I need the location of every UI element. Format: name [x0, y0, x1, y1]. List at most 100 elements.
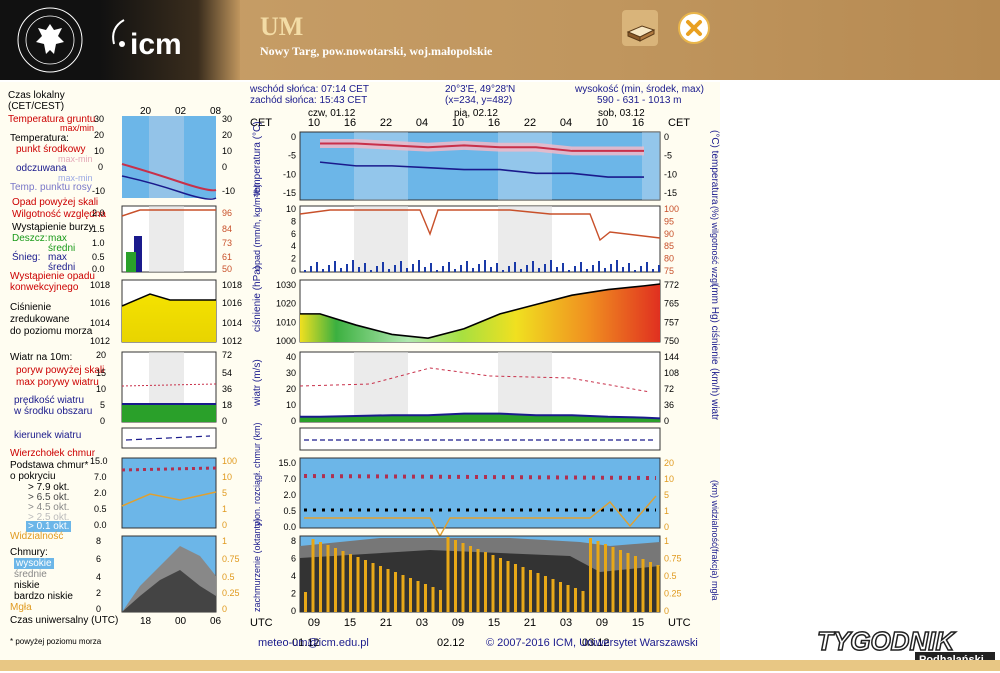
fog-bar — [611, 547, 615, 612]
close-icon — [678, 12, 710, 44]
precip-bar — [394, 265, 396, 272]
wind-l-3: 20 — [286, 384, 296, 394]
main-meteogram: CET CET czw, 01.12 pią, 02.12 sob, 03.12… — [250, 108, 720, 626]
temp-r-2: -5 — [664, 151, 672, 161]
cc-r-5: 0 — [664, 606, 669, 616]
mini-precip-r-3: 73 — [222, 238, 232, 248]
legend-snow-avg: średni — [48, 262, 76, 273]
precip-l-5: 2 — [291, 254, 296, 264]
mini-press-r-1: 1018 — [222, 280, 242, 290]
legend-perceived: odczuwana — [16, 163, 67, 174]
mini-precip-r-4: 61 — [222, 252, 232, 262]
precip-bar — [646, 262, 648, 272]
fog-bar — [304, 592, 307, 612]
main-hour-bottom-9: 09 — [596, 617, 608, 626]
precip-bar — [424, 267, 426, 272]
mini-press-r-4: 1012 — [222, 336, 242, 346]
sunset-text: zachód słońca: 15:43 CET — [250, 95, 368, 106]
mini-wind-l-4: 5 — [100, 400, 105, 410]
mini-cc-l-5: 0 — [96, 604, 101, 614]
save-button[interactable] — [622, 10, 658, 46]
precip-label-left: opad (mm/h, kg/m²/h) — [252, 184, 262, 270]
legend-precip-above: Opad powyżej skali — [12, 197, 99, 208]
legend-okt-01: > 0.1 okt. — [26, 521, 72, 532]
main-day-bottom-3: 03.12 — [582, 637, 610, 649]
main-hour-bottom-10: 15 — [632, 617, 644, 626]
precip-bar — [592, 265, 594, 272]
precip-r-4: 85 — [664, 241, 674, 251]
main-hour-bottom-2: 15 — [344, 617, 356, 626]
mini-temp-l-2: 20 — [94, 130, 104, 140]
fog-bar — [334, 548, 337, 612]
wind-r-1: 144 — [664, 352, 679, 362]
legend-max-min-2: max-min — [58, 173, 93, 183]
cb-label-right: (km) widzialność — [710, 480, 720, 547]
fog-bar — [521, 567, 525, 612]
fog-bar — [326, 545, 330, 612]
legend-wind-at: Wiatr na 10m: — [10, 352, 73, 363]
mini-hour-top-1: 20 — [140, 106, 152, 117]
legend-snow-max: max — [48, 252, 67, 263]
mini-wind-l-1: 20 — [96, 350, 106, 360]
precip-bar — [364, 263, 366, 272]
temp-l-1: 0 — [291, 132, 296, 142]
wind-l-1: 40 — [286, 352, 296, 362]
main-day-top-3: sob, 03.12 — [598, 108, 645, 119]
app-title: UM — [260, 12, 304, 41]
fog-bar — [461, 543, 465, 612]
wind-r-3: 72 — [664, 384, 674, 394]
precip-bar — [526, 265, 528, 272]
temp-r-3: -10 — [664, 169, 677, 179]
legend-okt-45: > 4.5 okt. — [28, 502, 70, 513]
precip-bar — [340, 268, 342, 272]
precip-bar — [466, 261, 468, 272]
mini-cb-r-2: 10 — [222, 472, 232, 482]
mini-precip-l-4: 0.5 — [92, 252, 105, 262]
icm-logo: icm — [100, 0, 240, 80]
close-button[interactable] — [676, 10, 712, 46]
legend-pressure: Ciśnienie — [10, 302, 52, 313]
fog-bar — [649, 562, 652, 612]
mini-temp-l-4: 0 — [98, 162, 103, 172]
precip-l-4: 4 — [291, 241, 296, 251]
mini-press-r-3: 1014 — [222, 318, 242, 328]
fog-bar — [491, 555, 495, 612]
mini-hour-top-3: 08 — [210, 106, 222, 117]
press-l-2: 1020 — [276, 299, 296, 309]
legend-mid-point: punkt środkowy — [16, 144, 86, 155]
precip-bar — [418, 260, 420, 272]
mini-temp-l-1: 30 — [94, 114, 104, 124]
mini-temp-r-3: 10 — [222, 146, 232, 156]
fog-bar — [371, 563, 375, 612]
fog-bar — [506, 561, 510, 612]
legend-okt-25: > 2.5 okt. — [28, 512, 70, 523]
precip-bar — [436, 270, 438, 272]
fog-bar — [551, 579, 555, 612]
press-l-3: 1010 — [276, 317, 296, 327]
eagle-emblem-icon — [17, 7, 83, 73]
mini-cc-r-3: 0.5 — [222, 572, 235, 582]
fog-bar — [484, 552, 487, 612]
legend-storm: Wystąpienie burzy — [12, 222, 94, 233]
legend-local-time: Czas lokalny — [8, 90, 65, 101]
legend-wind-speed: prędkość wiatru — [14, 395, 85, 406]
precip-bar — [472, 268, 474, 272]
precip-bar — [562, 263, 564, 272]
main-hour-top-4: 04 — [416, 117, 428, 129]
precip-bar — [400, 261, 402, 272]
mini-cb-r-3: 5 — [222, 488, 227, 498]
wind-l-5: 0 — [291, 416, 296, 426]
mini-cc-r-4: 0.25 — [222, 588, 240, 598]
legend-mid: średnie — [14, 569, 47, 580]
legend-clouds: Chmury: — [10, 547, 48, 558]
main-hour-top-9: 10 — [596, 117, 608, 129]
footer-email[interactable]: meteo-um@icm.edu.pl — [258, 637, 369, 649]
precip-bar — [448, 262, 450, 272]
bottom-bar — [0, 660, 1000, 671]
main-hour-bottom-8: 03 — [560, 617, 572, 626]
cc-l-2: 6 — [291, 554, 296, 564]
legend-mini-charts: 20 02 08 30 20 10 0 -10 30 20 10 0 -10 2… — [90, 106, 242, 626]
legend-cloud-top: Wierzchołek chmur — [10, 448, 96, 459]
mini-hour-bot-2: 00 — [175, 616, 187, 626]
main-utc-right: UTC — [668, 617, 691, 626]
